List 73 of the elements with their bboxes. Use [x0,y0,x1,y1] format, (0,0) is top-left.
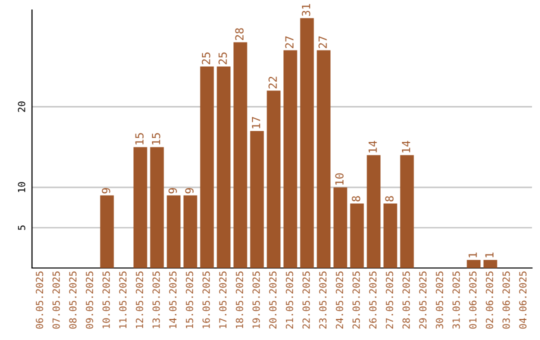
bar [250,130,264,268]
x-tick-label: 23.05.2025 [319,272,327,329]
data-label: 9 [168,188,177,194]
bar [166,195,180,268]
data-label: 22 [268,76,277,88]
x-tick-label: 24.05.2025 [336,272,344,329]
bar [150,147,164,268]
data-label: 15 [152,133,160,144]
x-tick-label: 11.05.2025 [119,272,127,328]
data-label: 9 [102,188,110,194]
x-tick-label: 08.05.2025 [69,272,77,329]
x-tick-label: 15.05.2025 [186,272,194,328]
data-label: 8 [385,196,394,202]
x-tick-label: 02.06.2025 [486,272,494,329]
data-label: 9 [185,188,194,194]
x-tick-label: 06.05.2025 [36,272,44,329]
data-label: 31 [302,4,310,16]
x-tick-label: 04.06.2025 [519,272,527,329]
bar [200,66,214,268]
x-tick-label: 01.06.2025 [469,272,477,329]
data-label: 15 [135,133,144,144]
bar [184,195,198,268]
data-label: 25 [218,52,227,64]
data-label: 10 [335,173,344,185]
x-tick-label: 13.05.2025 [152,272,160,328]
x-tick-label: 09.05.2025 [86,272,94,329]
bar [400,155,414,268]
x-tick-label: 22.05.2025 [302,272,310,329]
data-label: 28 [235,28,244,40]
x-tick-label: 16.05.2025 [202,272,210,328]
x-tick-label: 10.05.2025 [102,272,110,328]
data-label: 8 [352,196,360,202]
bar [100,195,114,268]
x-tick-label: 27.05.2025 [386,272,394,329]
data-label: 25 [202,52,210,64]
x-tick-label: 17.05.2025 [219,272,227,328]
x-tick-label: 07.05.2025 [52,272,60,329]
x-tick-label: 25.05.2025 [352,272,360,329]
bar [334,187,348,268]
x-tick-label: 14.05.2025 [169,272,177,328]
bar [350,204,364,268]
x-tick-label: 18.05.2025 [236,272,244,328]
y-tick-label: 5 [18,226,26,230]
x-tick-label: 26.05.2025 [369,272,377,329]
y-tick-label: 20 [18,102,26,112]
x-tick-label: 31.05.2025 [452,272,460,329]
x-tick-label: 28.05.2025 [402,272,410,329]
data-label: 27 [285,36,294,48]
data-label: 17 [252,117,260,128]
bar [484,260,498,268]
x-tick-label: 03.06.2025 [502,272,510,329]
x-tick-label: 12.05.2025 [136,272,144,328]
x-tick-label: 21.05.2025 [286,272,294,329]
data-label: 27 [318,36,327,48]
data-label: 14 [368,140,377,152]
bar [300,18,314,268]
data-label: 1 [485,252,494,258]
bar [234,42,248,268]
x-tick-label: 20.05.2025 [269,272,277,329]
x-tick-label: 29.05.2025 [419,272,427,329]
data-label: 14 [402,140,410,152]
bar [466,260,480,268]
bar [134,147,148,268]
bar [316,50,330,268]
bar [216,66,230,268]
bar [284,50,298,268]
y-tick-label: 10 [18,182,26,192]
data-label: 1 [468,252,477,258]
x-tick-label: 30.05.2025 [436,272,444,329]
bar [366,155,380,268]
bar [266,90,280,268]
bar [384,204,398,268]
x-tick-label: 19.05.2025 [252,272,260,328]
